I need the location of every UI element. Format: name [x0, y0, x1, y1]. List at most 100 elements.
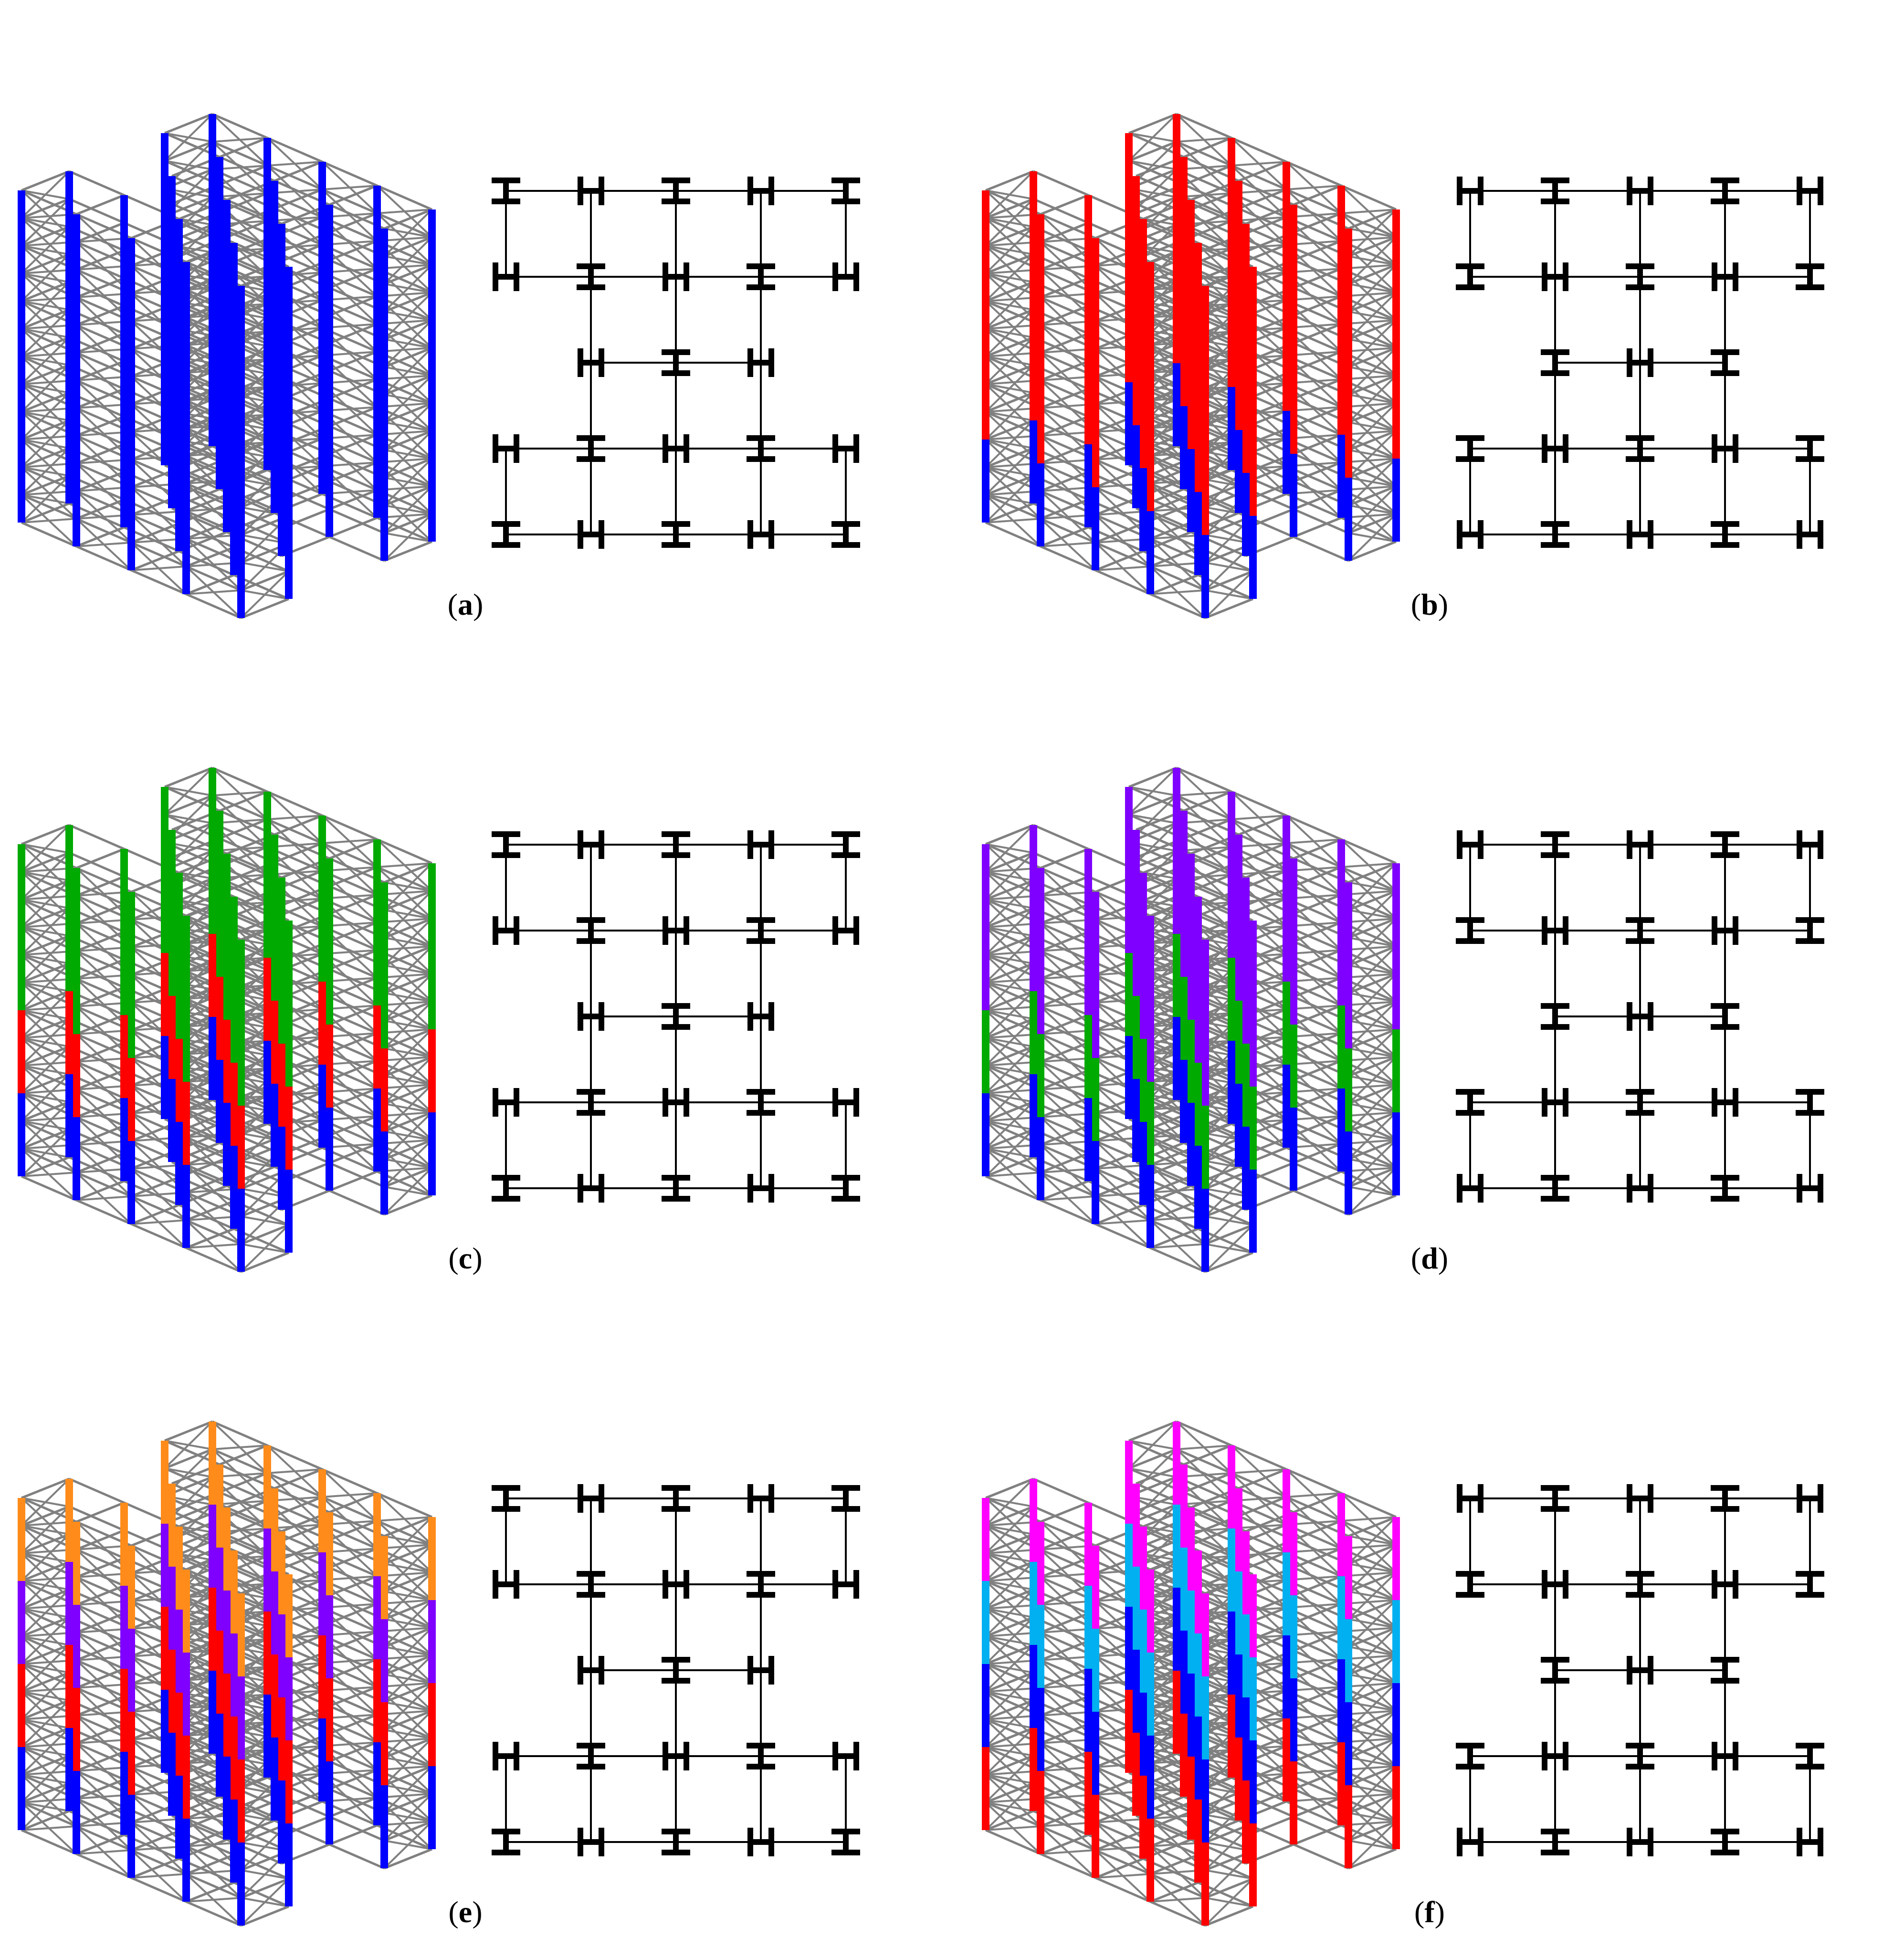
- floor-plan: [1456, 177, 1824, 549]
- web: [673, 526, 679, 543]
- panel-b-drawing: [964, 0, 1895, 577]
- web: [1546, 1099, 1564, 1105]
- beam: [329, 1191, 384, 1214]
- web: [1631, 188, 1649, 194]
- web: [758, 1576, 764, 1593]
- beam: [986, 523, 1041, 546]
- web: [582, 842, 600, 848]
- beam: [1294, 1191, 1348, 1214]
- web: [503, 1180, 509, 1197]
- beam: [21, 171, 69, 190]
- web: [667, 1753, 684, 1759]
- beam: [212, 114, 267, 138]
- web: [752, 1839, 769, 1845]
- panel-e-drawing: [0, 1308, 931, 1885]
- web: [1637, 1094, 1643, 1111]
- beam: [377, 839, 432, 863]
- panel-d-caption: (d): [964, 1241, 1895, 1276]
- web: [758, 440, 764, 457]
- web: [1631, 1014, 1649, 1019]
- web: [1462, 532, 1479, 537]
- panel-c-caption: (c): [0, 1241, 931, 1276]
- web: [1807, 440, 1813, 457]
- beam: [1286, 816, 1341, 839]
- web: [673, 182, 679, 199]
- beam: [986, 171, 1033, 190]
- web: [752, 1496, 769, 1501]
- beam: [1341, 839, 1396, 863]
- web: [582, 188, 600, 194]
- web: [497, 1581, 515, 1587]
- web: [667, 274, 684, 280]
- beam: [165, 114, 212, 133]
- web: [758, 1094, 764, 1111]
- web: [1637, 268, 1643, 285]
- web: [673, 1008, 679, 1025]
- web: [1467, 922, 1473, 939]
- web: [503, 1490, 509, 1507]
- web: [667, 1099, 684, 1105]
- beam: [21, 1830, 76, 1854]
- web: [837, 446, 854, 451]
- beam: [329, 1844, 384, 1868]
- web: [1631, 532, 1649, 537]
- web: [1722, 1008, 1728, 1025]
- beam: [165, 1422, 212, 1441]
- web: [1801, 842, 1819, 848]
- panel-f: (f): [964, 1308, 1895, 1947]
- floor-plan: [492, 177, 860, 549]
- web: [1722, 182, 1728, 199]
- panel-a: (a): [0, 0, 931, 639]
- web: [1801, 188, 1819, 194]
- web: [667, 446, 684, 451]
- web: [1552, 1180, 1558, 1197]
- web: [497, 928, 515, 933]
- web: [1722, 836, 1728, 853]
- web: [673, 1180, 679, 1197]
- beam: [1129, 768, 1177, 787]
- web: [843, 1833, 849, 1851]
- web: [673, 1833, 679, 1851]
- beam: [986, 1176, 1041, 1200]
- beam: [21, 523, 76, 546]
- beam: [69, 1479, 124, 1503]
- beam: [1177, 768, 1231, 792]
- web: [673, 1490, 679, 1507]
- beam: [1041, 1200, 1095, 1224]
- beam: [76, 1854, 131, 1878]
- web: [1716, 928, 1734, 933]
- floor-plan: [1456, 830, 1824, 1203]
- panel-a-caption: (a): [0, 587, 931, 622]
- web: [1552, 354, 1558, 371]
- beam: [1294, 537, 1348, 561]
- web: [582, 1496, 600, 1501]
- web: [503, 526, 509, 543]
- web: [1807, 922, 1813, 939]
- web: [588, 1094, 594, 1111]
- beam: [1129, 114, 1177, 133]
- web: [1637, 440, 1643, 457]
- web: [837, 1581, 854, 1587]
- web: [837, 928, 854, 933]
- beam: [1231, 792, 1286, 816]
- web: [588, 922, 594, 939]
- web: [752, 532, 769, 537]
- frame-3d: [986, 114, 1396, 618]
- web: [582, 1667, 600, 1673]
- frame-3d: [986, 768, 1396, 1272]
- web: [1716, 446, 1734, 451]
- web: [503, 182, 509, 199]
- web: [673, 1662, 679, 1679]
- web: [843, 1180, 849, 1197]
- web: [1801, 532, 1819, 537]
- beam: [986, 1830, 1041, 1854]
- beam: [267, 792, 322, 816]
- web: [1552, 836, 1558, 853]
- web: [582, 1839, 600, 1845]
- web: [1467, 1094, 1473, 1111]
- web: [1807, 1094, 1813, 1111]
- beam: [384, 1195, 432, 1214]
- beam: [21, 1176, 76, 1200]
- beam: [21, 1479, 69, 1498]
- web: [582, 1185, 600, 1191]
